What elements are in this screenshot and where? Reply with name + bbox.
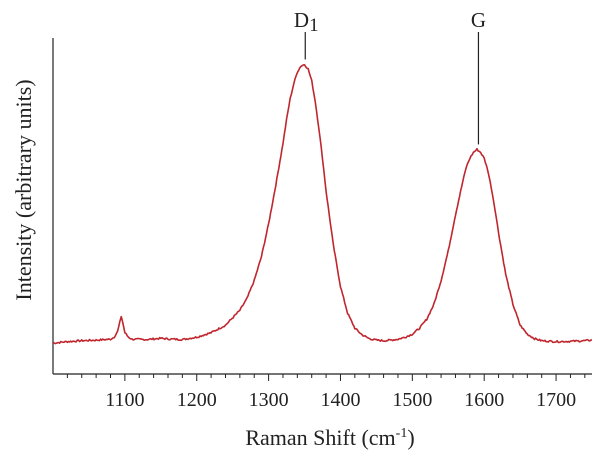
x-tick-labels: 1100 1200 1300 1400 1500 1600 1700	[105, 389, 576, 411]
x-tick-label: 1400	[320, 389, 360, 411]
x-ticks	[66, 374, 586, 381]
x-tick-label: 1700	[536, 389, 576, 411]
peak-label: G	[471, 8, 486, 32]
x-tick-label: 1200	[177, 389, 217, 411]
x-tick-label: 1500	[392, 389, 432, 411]
x-axis-title: Raman Shift (cm-1)	[245, 425, 414, 450]
series-line	[52, 63, 592, 345]
peak-label: D1	[294, 8, 319, 36]
x-tick-label: 1300	[249, 389, 289, 411]
y-axis-title: Intensity (arbitrary units)	[11, 79, 36, 300]
x-tick-label: 1600	[464, 389, 504, 411]
peak-annotations: D1 G	[294, 8, 486, 145]
x-tick-label: 1100	[105, 389, 144, 411]
axes	[52, 38, 592, 375]
